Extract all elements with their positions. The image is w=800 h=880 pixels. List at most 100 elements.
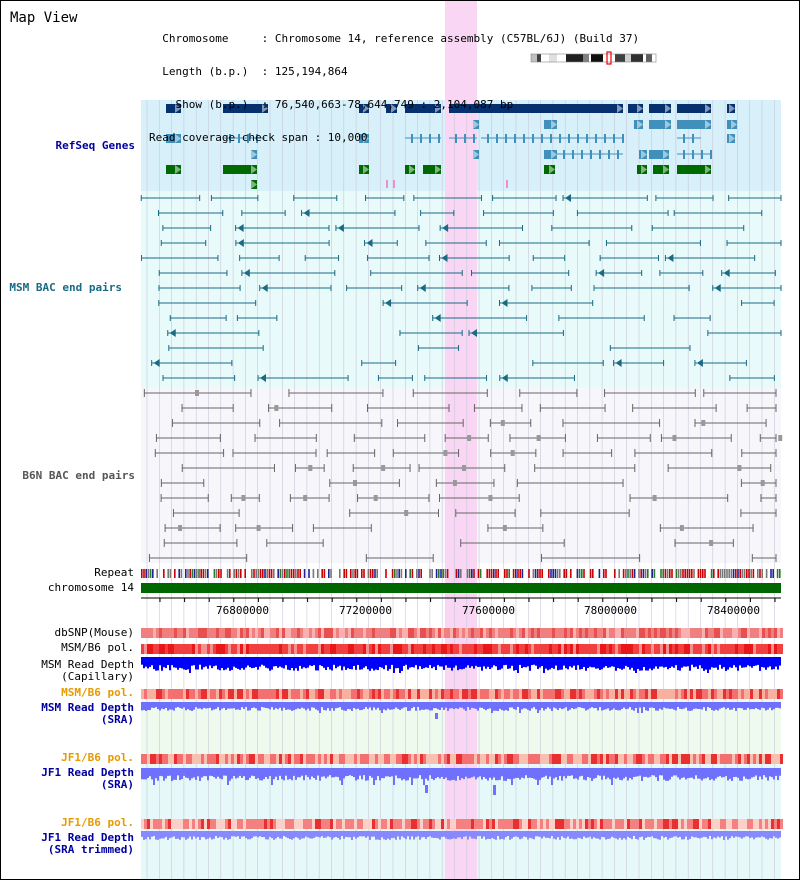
track-label-jf1-depth-trimmed[interactable]: JF1 Read Depth (SRA trimmed): [41, 831, 134, 856]
msm-b6-pol-cell: [639, 644, 642, 654]
dbsnp-cell: [447, 628, 450, 638]
msm-capillary-depth-bar: [567, 657, 569, 670]
msm-sra-depth-bar: [641, 702, 643, 713]
jf1-sra-depth-bar: [459, 768, 461, 781]
msm-b6-pol-2-cell: [423, 689, 426, 699]
track-label-msm-bac[interactable]: MSM BAC end pairs: [9, 281, 122, 294]
msm-sra-depth-bar: [539, 702, 541, 711]
gene-arrow: [551, 120, 557, 129]
jf1-b6-pol-2-cell: [687, 819, 690, 829]
track-label-msm-depth-capillary[interactable]: MSM Read Depth (Capillary): [41, 658, 134, 683]
gene-exon: [577, 134, 579, 143]
track-label-jf1-depth-sra[interactable]: JF1 Read Depth (SRA): [41, 766, 134, 791]
track-label-repeat[interactable]: Repeat: [94, 566, 134, 579]
gene-exon: [438, 134, 440, 143]
msm-capillary-depth-bar: [513, 657, 515, 671]
repeat-mark: [385, 569, 387, 578]
jf1-trimmed-depth-bar: [657, 831, 659, 840]
jf1-sra-depth-bar: [637, 768, 639, 777]
jf1-b6-pol-cell: [468, 754, 471, 764]
jf1-trimmed-depth-bar: [733, 831, 735, 838]
jf1-trimmed-depth-bar: [341, 831, 343, 837]
jf1-b6-pol-2-cell: [555, 819, 558, 829]
msm-sra-depth-bar: [531, 702, 533, 709]
jf1-sra-depth-bar: [585, 768, 587, 781]
msm-b6-pol-2-cell: [753, 689, 756, 699]
msm-sra-depth-bar: [257, 702, 259, 711]
track-label-jf1-b6-pol-2[interactable]: JF1/B6 pol.: [61, 816, 134, 829]
jf1-b6-pol-2-cell: [174, 819, 177, 829]
msm-b6-pol-cell: [717, 644, 720, 654]
jf1-b6-pol-2-cell: [474, 819, 477, 829]
msm-b6-pol-2-cell: [447, 689, 450, 699]
jf1-b6-pol-2-cell: [402, 819, 405, 829]
jf1-sra-depth-bar: [197, 768, 199, 777]
track-label-msm-depth-sra[interactable]: MSM Read Depth (SRA): [41, 701, 134, 726]
repeat-mark: [218, 569, 220, 578]
msm-capillary-depth-bar: [397, 657, 399, 669]
msm-sra-depth-bar: [575, 702, 577, 709]
jf1-trimmed-depth-bar: [213, 831, 215, 839]
msm-sra-depth-bar: [321, 702, 323, 708]
jf1-trimmed-depth-bar: [643, 831, 645, 840]
jf1-sra-depth-bar: [539, 768, 541, 781]
jf1-trimmed-depth-bar: [321, 831, 323, 837]
msm-capillary-depth-bar: [593, 657, 595, 668]
msm-b6-pol-cell: [672, 644, 675, 654]
jf1-b6-pol-cell: [426, 754, 429, 764]
jf1-trimmed-depth-bar: [707, 831, 709, 839]
jf1-b6-pol-2-cell: [408, 819, 411, 829]
msm-capillary-depth-bar: [229, 657, 231, 671]
msm-sra-depth-bar: [449, 702, 451, 709]
jf1-sra-depth-bar: [599, 768, 601, 776]
dbsnp-cell: [429, 628, 432, 638]
msm-b6-pol-cell: [714, 644, 717, 654]
msm-capillary-depth-bar: [749, 657, 751, 667]
msm-capillary-depth-bar: [401, 657, 403, 671]
track-label-msm-b6-pol-2[interactable]: MSM/B6 pol.: [61, 686, 134, 699]
track-label-chromosome[interactable]: chromosome 14: [47, 581, 134, 594]
track-label-msm-b6-pol[interactable]: MSM/B6 pol.: [61, 641, 134, 654]
msm-b6-pol-2-cell: [405, 689, 408, 699]
jf1-b6-pol-2-cell: [540, 819, 543, 829]
jf1-b6-pol-2-cell: [684, 819, 687, 829]
dbsnp-cell: [621, 628, 624, 638]
b6n-bac-block: [737, 465, 742, 471]
track-label-b6n-bac[interactable]: B6N BAC end pairs: [22, 469, 135, 482]
jf1-sra-depth-bar: [463, 768, 465, 780]
dbsnp-cell: [390, 628, 393, 638]
track-label-dbsnp[interactable]: dbSNP(Mouse): [54, 626, 134, 639]
b6n-bac-block: [701, 420, 706, 426]
msm-capillary-depth-bar: [743, 657, 745, 668]
msm-b6-pol-cell: [618, 644, 621, 654]
msm-sra-depth-bar: [591, 702, 593, 708]
msm-b6-pol-2-cell: [720, 689, 723, 699]
msm-sra-depth-bar: [205, 702, 207, 709]
msm-b6-pol-cell: [357, 644, 360, 654]
jf1-sra-depth-bar: [567, 768, 569, 776]
msm-b6-pol-cell: [324, 644, 327, 654]
msm-capillary-depth-bar: [553, 657, 555, 669]
msm-b6-pol-cell: [771, 644, 774, 654]
repeat-mark: [578, 569, 581, 578]
jf1-sra-depth-bar: [537, 768, 539, 785]
msm-capillary-depth-bar: [427, 657, 429, 668]
track-label-refseq-genes[interactable]: RefSeq Genes: [55, 139, 135, 152]
msm-b6-pol-2-cell: [228, 689, 231, 699]
msm-b6-pol-2-cell: [633, 689, 636, 699]
track-label-jf1-b6-pol[interactable]: JF1/B6 pol.: [61, 751, 134, 764]
jf1-b6-pol-cell: [279, 754, 282, 764]
repeat-mark: [702, 569, 704, 578]
msm-sra-depth-bar: [595, 702, 597, 709]
jf1-b6-pol-2-cell: [477, 819, 480, 829]
gene-feature: [449, 104, 623, 113]
msm-b6-pol-2-cell: [321, 689, 324, 699]
msm-b6-pol-cell: [147, 644, 150, 654]
msm-b6-pol-cell: [252, 644, 255, 654]
jf1-b6-pol-cell: [207, 754, 210, 764]
msm-capillary-depth-bar: [747, 657, 749, 666]
msm-capillary-depth-bar: [547, 657, 549, 671]
msm-b6-pol-2-cell: [288, 689, 291, 699]
msm-b6-pol-2-cell: [429, 689, 432, 699]
